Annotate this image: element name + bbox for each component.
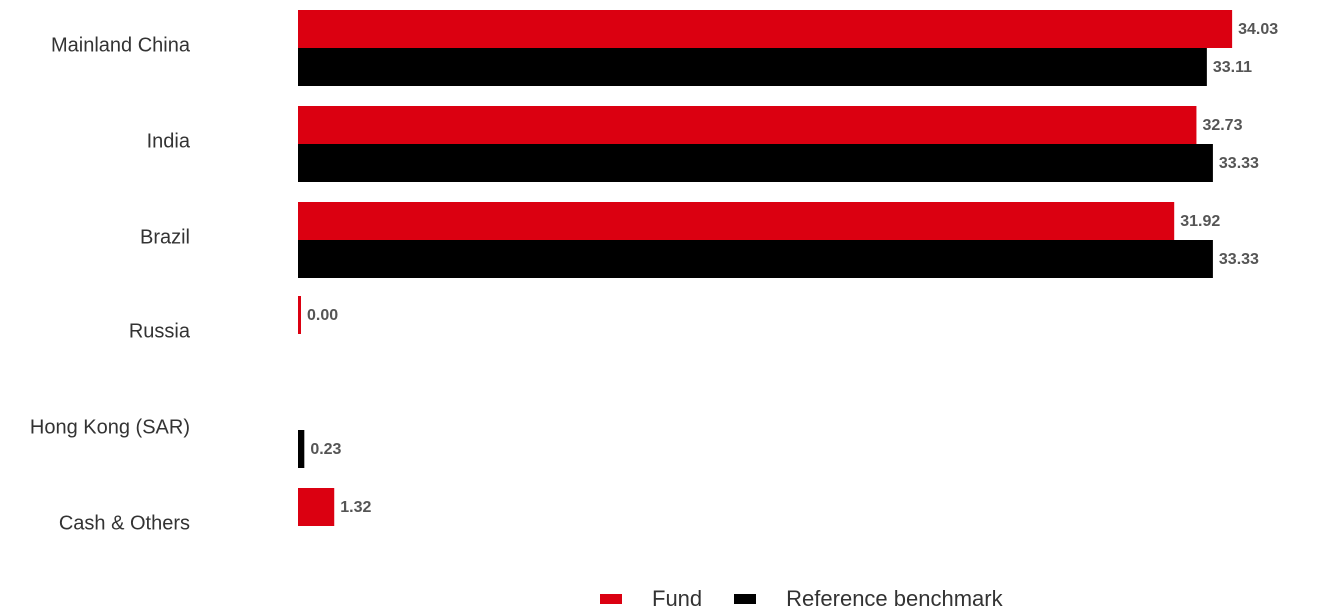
legend-swatch-fund [600, 594, 622, 604]
category-label-russia: Russia [129, 320, 191, 342]
bar-fund-mainland-china[interactable] [298, 10, 1233, 48]
value-label-fund-russia: 0.00 [307, 307, 338, 324]
value-label-reference-benchmark-mainland-china: 33.11 [1213, 59, 1252, 76]
bar-fund-brazil[interactable] [298, 202, 1175, 240]
category-labels: Mainland China India Brazil Russia Hong Kong… [30, 34, 191, 534]
legend-swatch-benchmark [734, 594, 757, 604]
category-label-india: India [147, 130, 191, 152]
bar-reference-benchmark-india[interactable] [298, 144, 1213, 182]
bar-fund-russia[interactable] [298, 296, 301, 334]
bar-fund-india[interactable] [298, 106, 1197, 144]
legend-label-benchmark: Reference benchmark [786, 586, 1003, 611]
value-label-reference-benchmark-india: 33.33 [1219, 155, 1259, 172]
legend-item-benchmark[interactable]: Reference benchmark [734, 586, 1003, 612]
value-labels: 34.03 33.11 32.73 33.33 31.92 33.33 0.00 0.23 1.… [307, 21, 1278, 516]
value-label-fund-mainland-china: 34.03 [1238, 21, 1278, 38]
bar-reference-benchmark-brazil[interactable] [298, 240, 1213, 278]
bar-reference-benchmark-hong-kong-sar[interactable] [298, 430, 305, 468]
value-label-reference-benchmark-hong-kong-sar: 0.23 [310, 441, 341, 458]
value-label-reference-benchmark-brazil: 33.33 [1219, 251, 1259, 268]
category-label-brazil: Brazil [140, 226, 190, 248]
value-label-fund-india: 32.73 [1202, 117, 1242, 134]
bar-fund-cash-others[interactable] [298, 488, 335, 526]
chart-legend: Fund Reference benchmark [600, 584, 1035, 614]
chart-bars [298, 10, 1233, 526]
category-label-hong-kong-sar: Hong Kong (SAR) [30, 416, 190, 438]
category-label-cash-others: Cash & Others [59, 512, 190, 534]
legend-label-fund: Fund [652, 586, 703, 611]
legend-item-fund[interactable]: Fund [600, 586, 702, 612]
value-label-fund-cash-others: 1.32 [340, 499, 371, 516]
bar-reference-benchmark-mainland-china[interactable] [298, 48, 1207, 86]
category-label-mainland-china: Mainland China [51, 34, 191, 56]
value-label-fund-brazil: 31.92 [1180, 213, 1220, 230]
